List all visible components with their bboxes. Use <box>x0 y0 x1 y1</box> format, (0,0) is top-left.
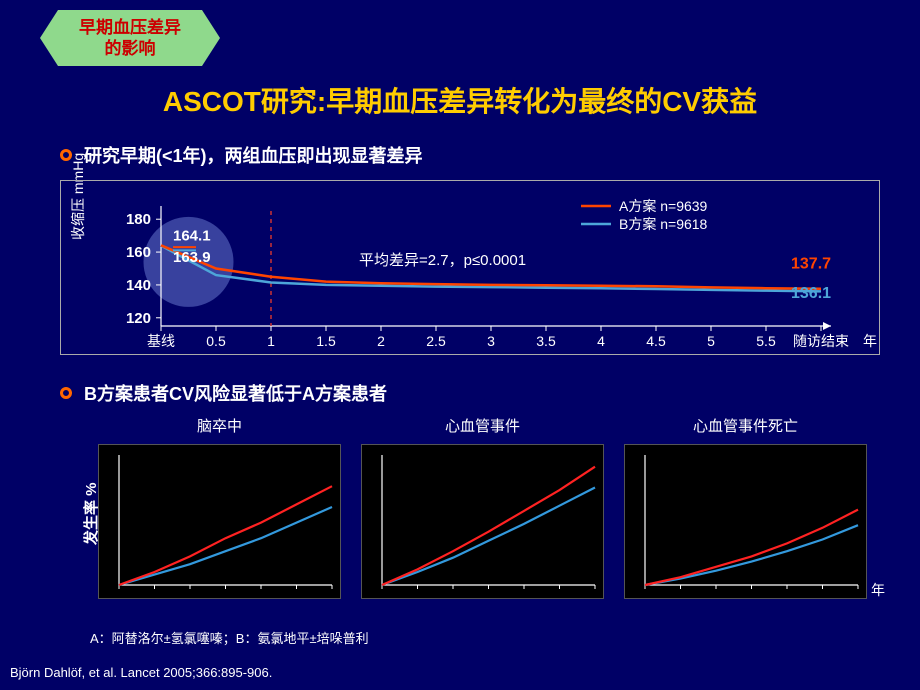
svg-text:3.5: 3.5 <box>536 333 556 349</box>
small-chart: 心血管事件死亡 <box>624 415 867 599</box>
svg-text:164.1: 164.1 <box>173 228 211 245</box>
small-chart-svg <box>361 444 604 599</box>
svg-text:基线: 基线 <box>147 333 175 349</box>
svg-text:160: 160 <box>126 244 151 261</box>
svg-text:137.7: 137.7 <box>791 256 831 273</box>
svg-text:5.5: 5.5 <box>756 333 776 349</box>
svg-text:A方案 n=9639: A方案 n=9639 <box>619 198 708 214</box>
citation: Björn Dahlöf, et al. Lancet 2005;366:895… <box>10 665 272 680</box>
svg-text:3: 3 <box>487 333 495 349</box>
svg-text:163.9: 163.9 <box>173 249 211 266</box>
bullet-1: 研究早期(<1年)，两组血压即出现显著差异 <box>60 142 423 168</box>
small-chart-svg <box>624 444 867 599</box>
svg-text:140: 140 <box>126 277 151 294</box>
svg-text:5: 5 <box>707 333 715 349</box>
chart1: 120 140 160 180 基线 0.5 1 1.5 2 2.5 3 3.5 4 4.5 5 5.5 随访结… <box>61 181 881 356</box>
small-chart-svg <box>98 444 341 599</box>
chart2-xlabel: 年 <box>871 580 885 600</box>
svg-text:平均差异=2.7，p≤0.0001: 平均差异=2.7，p≤0.0001 <box>359 252 526 269</box>
svg-text:2.5: 2.5 <box>426 333 446 349</box>
small-chart-title: 心血管事件死亡 <box>624 415 867 436</box>
badge-text: 早期血压差异 的影响 <box>79 17 181 60</box>
small-charts-row: 脑卒中心血管事件心血管事件死亡 <box>98 415 867 599</box>
small-chart: 脑卒中 <box>98 415 341 599</box>
page-title: ASCOT研究:早期血压差异转化为最终的CV获益 <box>0 80 920 120</box>
svg-text:4.5: 4.5 <box>646 333 666 349</box>
small-chart: 心血管事件 <box>361 415 604 599</box>
bullet-icon <box>60 387 72 399</box>
svg-text:年: 年 <box>863 333 877 349</box>
small-chart-title: 脑卒中 <box>98 415 341 436</box>
svg-text:180: 180 <box>126 211 151 228</box>
svg-text:2: 2 <box>377 333 385 349</box>
svg-text:1: 1 <box>267 333 275 349</box>
svg-text:136.1: 136.1 <box>791 285 831 302</box>
footnote: A：阿替洛尔±氢氯噻嗪；B：氨氯地平±培哚普利 <box>90 628 369 647</box>
svg-text:4: 4 <box>597 333 605 349</box>
svg-text:120: 120 <box>126 310 151 327</box>
bullet-2: B方案患者CV风险显著低于A方案患者 <box>60 380 387 406</box>
small-chart-title: 心血管事件 <box>361 415 604 436</box>
bullet-2-text: B方案患者CV风险显著低于A方案患者 <box>84 380 387 406</box>
badge: 早期血压差异 的影响 <box>40 10 220 66</box>
svg-text:B方案 n=9618: B方案 n=9618 <box>619 216 708 232</box>
chart1-frame: 120 140 160 180 基线 0.5 1 1.5 2 2.5 3 3.5 4 4.5 5 5.5 随访结… <box>60 180 880 355</box>
badge-line2: 的影响 <box>105 39 156 58</box>
svg-text:1.5: 1.5 <box>316 333 336 349</box>
bullet-1-text: 研究早期(<1年)，两组血压即出现显著差异 <box>84 142 423 168</box>
svg-text:随访结束: 随访结束 <box>793 333 849 349</box>
svg-text:0.5: 0.5 <box>206 333 226 349</box>
badge-line1: 早期血压差异 <box>79 18 181 37</box>
